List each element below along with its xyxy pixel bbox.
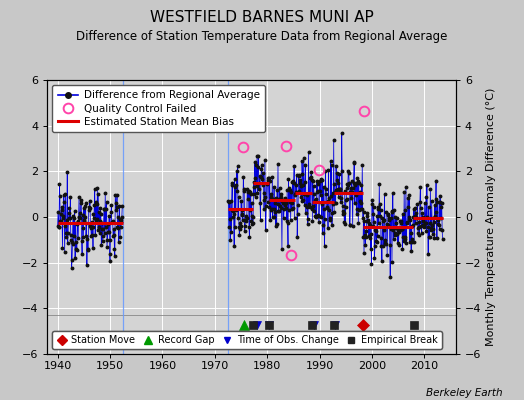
- Text: Berkeley Earth: Berkeley Earth: [427, 388, 503, 398]
- Legend: Station Move, Record Gap, Time of Obs. Change, Empirical Break: Station Move, Record Gap, Time of Obs. C…: [52, 331, 442, 349]
- Y-axis label: Monthly Temperature Anomaly Difference (°C): Monthly Temperature Anomaly Difference (…: [486, 88, 496, 346]
- Text: WESTFIELD BARNES MUNI AP: WESTFIELD BARNES MUNI AP: [150, 10, 374, 25]
- Text: Difference of Station Temperature Data from Regional Average: Difference of Station Temperature Data f…: [77, 30, 447, 43]
